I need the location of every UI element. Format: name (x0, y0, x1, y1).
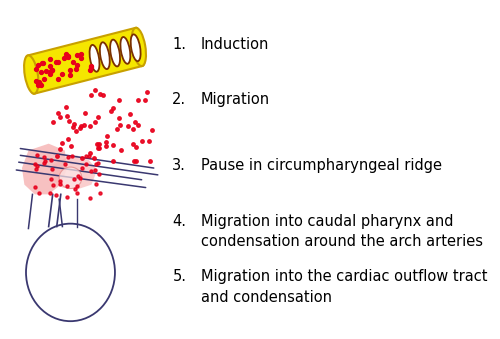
Text: 5.: 5. (172, 270, 186, 284)
Text: Migration into the cardiac outflow tract
and condensation: Migration into the cardiac outflow tract… (200, 270, 487, 305)
Ellipse shape (100, 42, 110, 69)
Text: Migration: Migration (200, 92, 270, 107)
Ellipse shape (120, 37, 130, 64)
Ellipse shape (24, 55, 38, 94)
Text: 1.: 1. (172, 37, 186, 52)
Text: Migration into caudal pharynx and
condensation around the arch arteries: Migration into caudal pharynx and conden… (200, 214, 482, 249)
Text: 2.: 2. (172, 92, 186, 107)
Ellipse shape (130, 34, 140, 61)
Ellipse shape (132, 28, 146, 66)
Ellipse shape (90, 45, 100, 72)
Polygon shape (52, 155, 97, 190)
Ellipse shape (59, 167, 82, 188)
FancyBboxPatch shape (26, 28, 144, 94)
Ellipse shape (110, 40, 120, 66)
Text: 4.: 4. (172, 214, 186, 229)
Text: Induction: Induction (200, 37, 269, 52)
Polygon shape (22, 144, 67, 194)
Text: Pause in circumpharyngeal ridge: Pause in circumpharyngeal ridge (200, 158, 442, 173)
Text: 3.: 3. (172, 158, 186, 173)
